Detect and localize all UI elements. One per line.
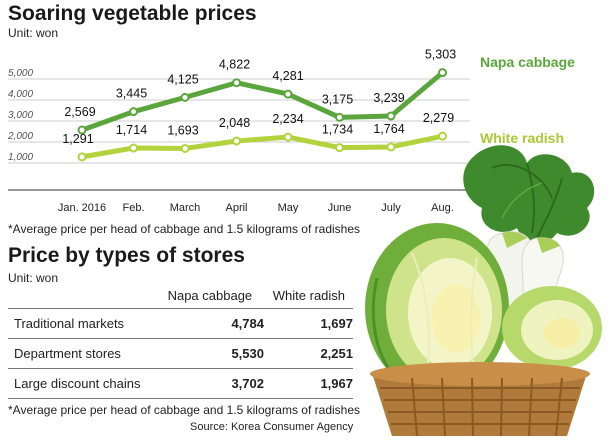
- table-header-radish: White radish: [272, 287, 346, 303]
- data-label: 2,279: [423, 111, 454, 125]
- data-label: 3,239: [373, 91, 404, 105]
- table-header-row: Napa cabbage White radish: [8, 282, 353, 308]
- x-tick-label: Aug.: [431, 202, 454, 214]
- chart-footnote: *Average price per head of cabbage and 1…: [8, 222, 361, 236]
- x-tick-label: June: [328, 202, 352, 214]
- data-label: 1,764: [373, 122, 404, 136]
- table-header-cabbage: Napa cabbage: [167, 287, 253, 303]
- store-name: Traditional markets: [14, 316, 125, 331]
- store-name: Large discount chains: [14, 376, 141, 391]
- series-line-white-radish: [79, 133, 445, 160]
- store-name: Department stores: [14, 346, 121, 361]
- data-point: [180, 92, 190, 102]
- data-point: [129, 143, 138, 153]
- data-label: 1,291: [62, 132, 93, 146]
- data-label: 3,175: [322, 92, 353, 106]
- napa-cabbage-right: [502, 286, 602, 370]
- y-tick-label: 2,000: [7, 131, 33, 142]
- table-footnote: *Average price per head of cabbage and 1…: [8, 403, 361, 417]
- data-point: [232, 136, 241, 146]
- data-point: [335, 143, 344, 153]
- data-point: [386, 111, 396, 121]
- x-tick-label: Jan. 2016: [58, 202, 106, 214]
- data-point: [129, 107, 138, 117]
- data-point: [438, 131, 447, 141]
- data-label: 2,048: [219, 116, 250, 130]
- series-name-label: White radish: [480, 130, 564, 146]
- data-label: 1,714: [116, 123, 147, 137]
- table-title: Price by types of stores: [8, 244, 245, 267]
- data-label: 3,445: [116, 87, 147, 101]
- line-chart: 1,000 2,000 3,000 4,000 5,000 Jan. 2016 Feb. Ma…: [7, 48, 575, 214]
- x-tick-label: May: [278, 202, 299, 214]
- data-label: 2,234: [272, 112, 303, 126]
- y-tick-label: 4,000: [8, 89, 33, 100]
- series-line-napa-cabbage: [79, 70, 445, 133]
- cabbage-price: 3,702: [231, 376, 264, 391]
- radish-price: 1,697: [320, 316, 353, 331]
- x-tick-label: April: [225, 202, 247, 214]
- series-name-label: Napa cabbage: [480, 54, 575, 70]
- source-credit: Source: Korea Consumer Agency: [190, 421, 354, 433]
- x-tick-label: July: [381, 202, 401, 214]
- table-unit-label: Unit: won: [8, 271, 59, 285]
- napa-cabbage-left: [365, 223, 509, 393]
- store-price-table: Napa cabbage White radish Traditional ma…: [8, 282, 353, 399]
- data-label: 5,303: [425, 48, 456, 62]
- table-row: Large discount chains 3,702 1,967: [8, 368, 353, 399]
- cabbage-price: 4,784: [231, 316, 264, 331]
- chart-unit-label: Unit: won: [8, 26, 59, 40]
- cabbage-price: 5,530: [231, 346, 264, 361]
- data-label: 1,734: [322, 123, 353, 137]
- data-point: [232, 78, 241, 88]
- x-tick-label: Feb.: [122, 202, 144, 214]
- radish-price: 1,967: [320, 376, 353, 391]
- data-label: 4,822: [219, 58, 250, 72]
- table-row: Department stores 5,530 2,251: [8, 338, 353, 368]
- data-label: 1,693: [167, 123, 198, 137]
- radish-leaves: [463, 145, 595, 243]
- data-point: [77, 152, 87, 162]
- data-point: [283, 89, 293, 99]
- wicker-basket: [370, 362, 590, 437]
- table-row: Traditional markets 4,784 1,697: [8, 308, 353, 338]
- data-point: [180, 143, 190, 153]
- data-label: 2,569: [64, 105, 95, 119]
- data-point: [438, 68, 447, 78]
- chart-title: Soaring vegetable prices: [8, 2, 257, 25]
- y-tick-label: 1,000: [8, 152, 33, 163]
- data-point: [77, 125, 87, 135]
- data-label: 4,281: [272, 69, 303, 83]
- data-point: [335, 112, 344, 122]
- y-tick-label: 3,000: [8, 110, 33, 121]
- data-point: [283, 132, 293, 142]
- radish-price: 2,251: [320, 346, 353, 361]
- x-tick-label: March: [170, 202, 201, 214]
- data-point: [386, 142, 396, 152]
- vegetable-basket-illustration: [365, 145, 602, 437]
- y-tick-label: 5,000: [8, 68, 33, 79]
- data-label: 4,125: [167, 72, 198, 86]
